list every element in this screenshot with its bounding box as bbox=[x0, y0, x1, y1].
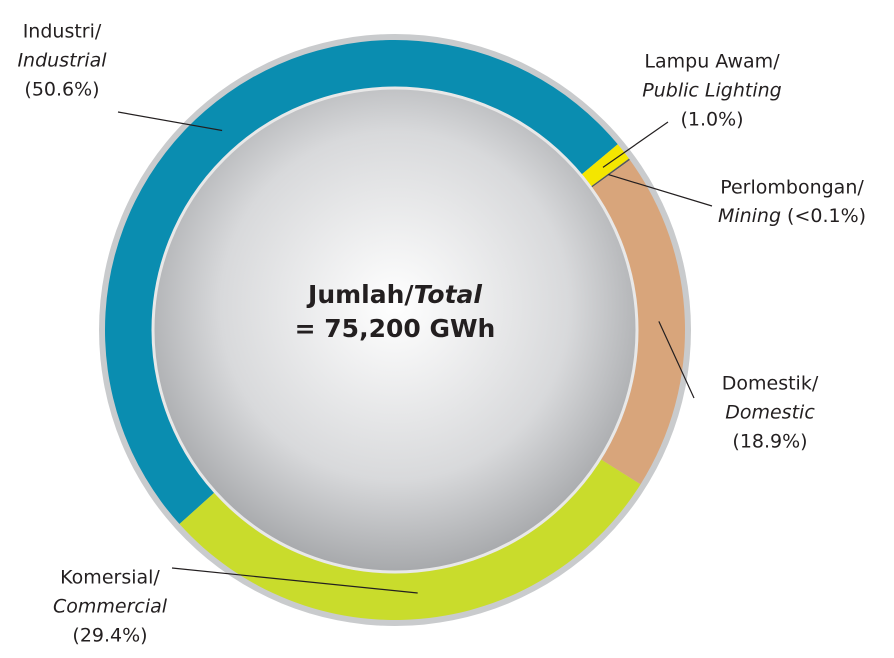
category-label: Perlombongan/ bbox=[720, 177, 864, 199]
category-label-en-text: Mining bbox=[718, 205, 781, 227]
leader-line bbox=[658, 321, 695, 399]
category-label-en: Industrial bbox=[17, 50, 107, 72]
category-label-en: Mining (<0.1%) bbox=[718, 205, 866, 227]
leader-line bbox=[602, 121, 669, 168]
value-label: (29.4%) bbox=[72, 625, 147, 647]
leader-line bbox=[171, 567, 418, 594]
category-label-en: Public Lighting bbox=[642, 80, 781, 102]
center-title: Jumlah/Total bbox=[306, 280, 482, 309]
leader-line bbox=[608, 174, 713, 207]
donut-segment bbox=[104, 39, 618, 525]
value-label: (50.6%) bbox=[24, 79, 99, 101]
center-disc bbox=[151, 86, 639, 574]
category-label: Komersial/ bbox=[60, 567, 160, 589]
category-label: Lampu Awam/ bbox=[644, 51, 780, 73]
value-label: (<0.1%) bbox=[787, 205, 866, 227]
category-label-en: Domestic bbox=[725, 402, 815, 424]
value-label: (1.0%) bbox=[680, 109, 743, 131]
leader-line bbox=[117, 111, 223, 132]
category-label: Domestik/ bbox=[722, 373, 819, 395]
value-label: (18.9%) bbox=[732, 431, 807, 453]
category-label-en: Commercial bbox=[53, 596, 168, 618]
donut-segment bbox=[179, 456, 641, 620]
center-total: = 75,200 GWh bbox=[295, 314, 496, 343]
category-label: Industri/ bbox=[23, 21, 102, 43]
